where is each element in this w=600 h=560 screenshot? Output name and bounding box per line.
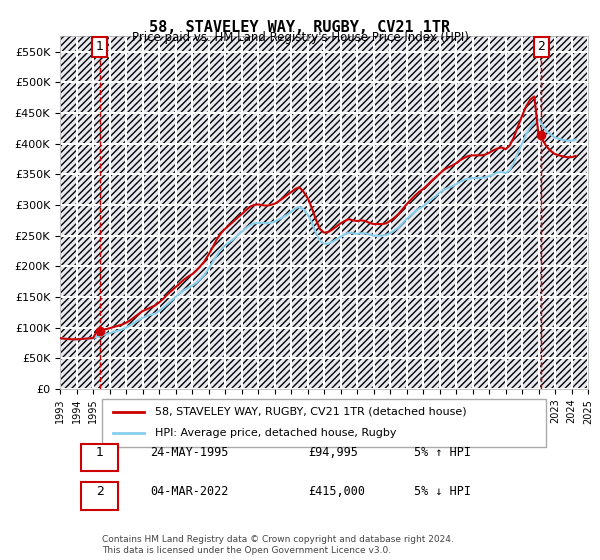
FancyBboxPatch shape (81, 482, 118, 510)
Text: 1: 1 (95, 446, 104, 459)
Text: 5% ↑ HPI: 5% ↑ HPI (414, 446, 471, 459)
Text: 24-MAY-1995: 24-MAY-1995 (150, 446, 228, 459)
Text: 5% ↓ HPI: 5% ↓ HPI (414, 484, 471, 498)
Text: 2: 2 (95, 484, 104, 498)
FancyBboxPatch shape (81, 444, 118, 471)
Text: 04-MAR-2022: 04-MAR-2022 (150, 484, 228, 498)
FancyBboxPatch shape (102, 399, 546, 447)
Text: 2: 2 (538, 40, 545, 53)
Text: £94,995: £94,995 (308, 446, 358, 459)
Text: HPI: Average price, detached house, Rugby: HPI: Average price, detached house, Rugb… (155, 428, 397, 437)
Text: 58, STAVELEY WAY, RUGBY, CV21 1TR: 58, STAVELEY WAY, RUGBY, CV21 1TR (149, 20, 451, 35)
Text: 58, STAVELEY WAY, RUGBY, CV21 1TR (detached house): 58, STAVELEY WAY, RUGBY, CV21 1TR (detac… (155, 407, 467, 417)
Text: £415,000: £415,000 (308, 484, 365, 498)
Text: Contains HM Land Registry data © Crown copyright and database right 2024.
This d: Contains HM Land Registry data © Crown c… (102, 535, 454, 554)
Text: Price paid vs. HM Land Registry's House Price Index (HPI): Price paid vs. HM Land Registry's House … (131, 31, 469, 44)
Text: 1: 1 (95, 40, 104, 53)
